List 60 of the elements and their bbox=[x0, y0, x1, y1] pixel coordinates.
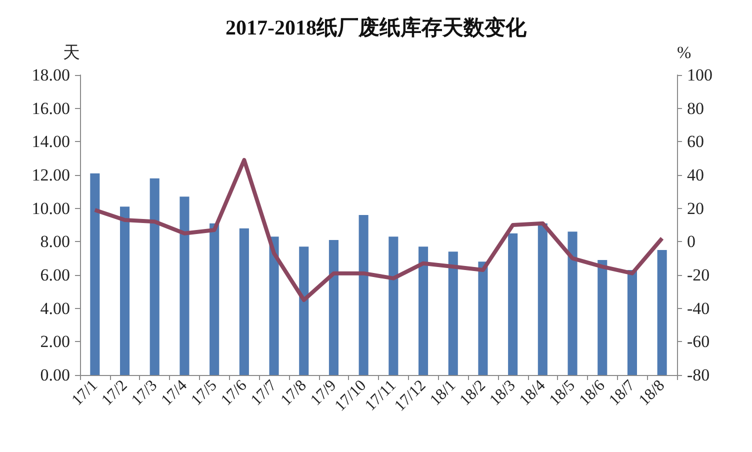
y2-tick-label: 40 bbox=[687, 166, 704, 184]
x-tick-label: 18/3 bbox=[486, 376, 519, 410]
y2-tick-label: 0 bbox=[687, 232, 696, 252]
y-tick-label: 0.00 bbox=[40, 366, 70, 384]
x-tick-label: 18/1 bbox=[427, 376, 460, 410]
x-tick-label: 17/2 bbox=[98, 376, 131, 410]
x-tick-label: 18/7 bbox=[606, 376, 638, 410]
x-tick-label: 18/5 bbox=[546, 376, 579, 410]
y2-tick-label: 20 bbox=[687, 198, 704, 218]
y-tick-label: 4.00 bbox=[40, 298, 70, 318]
y2-tick-label: 100 bbox=[687, 66, 712, 84]
x-tick-label: 17/8 bbox=[278, 376, 310, 410]
y-tick-label: 16.00 bbox=[32, 98, 70, 118]
y-tick-label: 18.00 bbox=[32, 66, 70, 84]
bar bbox=[90, 173, 100, 375]
x-tick-label: 17/1 bbox=[68, 376, 101, 410]
y2-tick-label: -20 bbox=[687, 266, 710, 284]
bar bbox=[598, 260, 608, 375]
bar bbox=[210, 223, 220, 375]
bar bbox=[150, 178, 160, 375]
y-tick-label: 8.00 bbox=[40, 232, 70, 252]
y2-tick-label: 80 bbox=[687, 98, 704, 118]
bar bbox=[299, 246, 309, 375]
y-tick-label: 10.00 bbox=[32, 198, 70, 218]
line-series bbox=[92, 158, 664, 302]
bar bbox=[657, 250, 667, 375]
x-tick-label: 17/6 bbox=[218, 376, 250, 410]
y2-axis-title: % bbox=[677, 43, 692, 62]
x-tick-label: 18/6 bbox=[576, 376, 608, 410]
x-tick-label: 17/3 bbox=[128, 376, 161, 410]
y2-tick-label: 60 bbox=[687, 132, 704, 152]
y-tick-label: 6.00 bbox=[40, 266, 70, 284]
bar bbox=[388, 236, 398, 375]
y2-tick-label: -80 bbox=[687, 366, 710, 384]
chart-title: 2017-2018纸厂废纸库存天数变化 bbox=[226, 16, 528, 40]
bar bbox=[508, 233, 518, 375]
x-tick-label: 18/2 bbox=[456, 376, 489, 410]
y-tick-label: 14.00 bbox=[32, 132, 70, 152]
bar bbox=[269, 236, 279, 375]
bar bbox=[180, 196, 190, 375]
x-tick-label: 17/4 bbox=[158, 376, 190, 410]
x-tick-label: 18/4 bbox=[516, 376, 549, 410]
bar bbox=[120, 206, 130, 375]
x-tick-label: 17/5 bbox=[188, 376, 220, 410]
bar bbox=[627, 270, 637, 375]
bar bbox=[239, 228, 249, 375]
bar bbox=[478, 262, 488, 375]
y2-tick-label: -60 bbox=[687, 332, 710, 352]
bar bbox=[568, 232, 578, 375]
x-tick-label: 18/8 bbox=[636, 376, 668, 410]
bar bbox=[358, 215, 368, 375]
y-tick-label: 2.00 bbox=[40, 332, 70, 352]
bar bbox=[538, 223, 548, 375]
y-tick-label: 12.00 bbox=[32, 166, 70, 184]
bar bbox=[448, 252, 458, 375]
bar bbox=[328, 240, 338, 375]
y-axis-title: 天 bbox=[63, 43, 80, 62]
x-tick-label: 17/7 bbox=[248, 376, 280, 410]
bar bbox=[418, 246, 428, 375]
y2-tick-label: -40 bbox=[687, 298, 710, 318]
